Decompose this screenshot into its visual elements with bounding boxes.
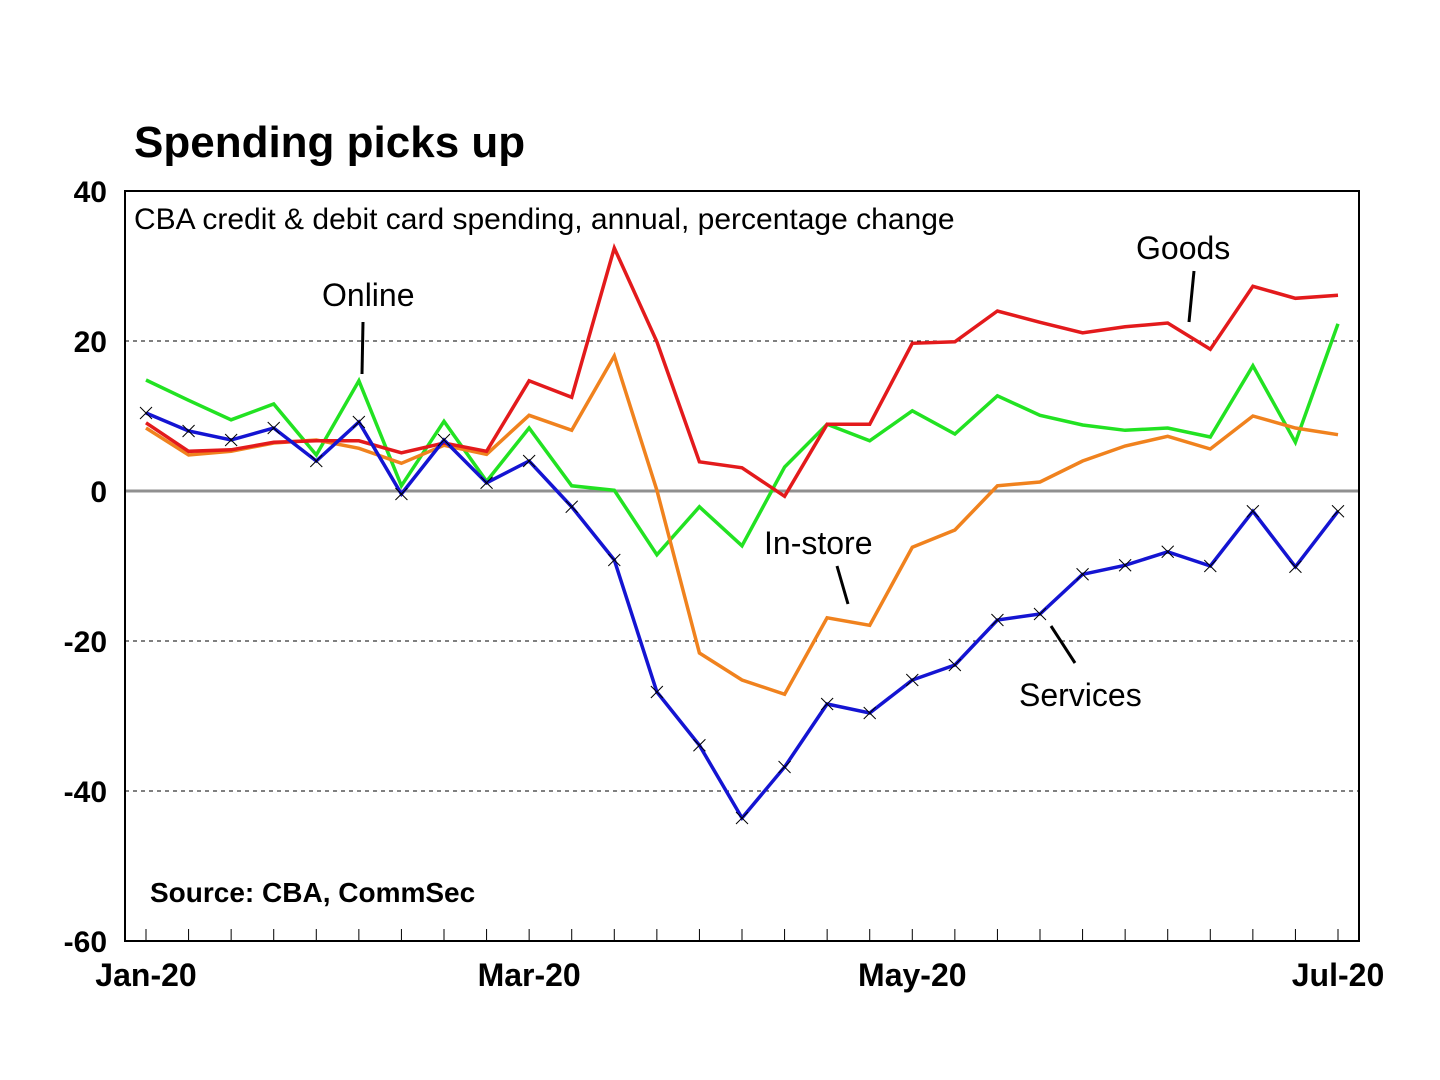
data-point-marker <box>139 406 153 420</box>
data-point-marker <box>1076 567 1089 581</box>
y-tick-label: 0 <box>90 476 107 509</box>
annotation-online: Online <box>322 277 415 375</box>
data-point-marker <box>607 553 621 567</box>
label-in-store: In-store <box>764 525 872 561</box>
chart-title: Spending picks up <box>134 118 525 167</box>
data-point-marker <box>1203 559 1217 573</box>
data-point-marker <box>1161 545 1175 559</box>
series-goods <box>145 242 1339 499</box>
data-point-marker <box>735 811 749 825</box>
data-point-marker <box>480 476 493 490</box>
x-tick-label: Jul-20 <box>1292 957 1384 993</box>
x-tick-label: Jan-20 <box>95 957 196 993</box>
data-point-marker <box>991 613 1004 627</box>
data-point-marker <box>352 415 366 429</box>
series-services <box>139 406 1345 825</box>
series-line <box>145 411 1340 822</box>
data-point-marker <box>309 454 323 468</box>
data-point-marker <box>522 454 536 468</box>
y-tick-label: -60 <box>64 926 107 959</box>
y-axis: 40 20 0 -20 -40 -60 <box>64 176 107 959</box>
data-point-marker <box>182 424 195 438</box>
x-tick-label: May-20 <box>858 957 967 993</box>
y-tick-label: 40 <box>74 176 107 209</box>
annotation-in-store: In-store <box>764 525 872 605</box>
annotation-goods: Goods <box>1136 230 1230 323</box>
data-point-marker <box>693 738 706 752</box>
label-services: Services <box>1019 677 1142 713</box>
data-point-marker <box>1289 560 1302 574</box>
data-point-marker <box>820 697 834 711</box>
series-group <box>139 242 1345 825</box>
leader-services <box>1049 625 1077 664</box>
series-online <box>145 323 1340 558</box>
data-point-marker <box>1118 558 1132 572</box>
chart-subtitle: CBA credit & debit card spending, annual… <box>134 203 955 236</box>
data-point-marker <box>267 421 281 435</box>
data-point-marker <box>565 500 579 514</box>
x-axis-ticks <box>145 929 1339 941</box>
data-point-marker <box>778 760 791 774</box>
leader-goods <box>1187 270 1196 323</box>
series-line <box>145 351 1339 697</box>
data-point-marker <box>863 706 877 720</box>
data-point-marker <box>948 658 962 672</box>
data-point-marker <box>1033 607 1047 621</box>
data-point-marker <box>437 433 451 447</box>
x-axis: Jan-20 Mar-20 May-20 Jul-20 <box>95 957 1384 993</box>
plot-frame <box>124 190 1360 942</box>
x-tick-label: Mar-20 <box>478 957 581 993</box>
data-point-marker <box>650 685 664 699</box>
data-point-marker <box>1331 504 1345 518</box>
series-in-store <box>145 351 1339 697</box>
y-tick-label: -40 <box>64 776 107 809</box>
y-tick-label: -20 <box>64 626 107 659</box>
y-tick-label: 20 <box>74 326 107 359</box>
gridlines <box>125 340 1359 792</box>
data-point-marker <box>224 433 238 447</box>
annotation-services: Services <box>1019 625 1142 713</box>
label-online: Online <box>322 277 415 313</box>
data-point-marker <box>395 487 408 501</box>
label-goods: Goods <box>1136 230 1230 266</box>
source-note: Source: CBA, CommSec <box>150 877 475 908</box>
leader-in-store <box>835 565 850 605</box>
data-point-marker <box>1246 504 1260 518</box>
leader-online <box>360 321 365 375</box>
data-point-marker <box>905 673 919 687</box>
